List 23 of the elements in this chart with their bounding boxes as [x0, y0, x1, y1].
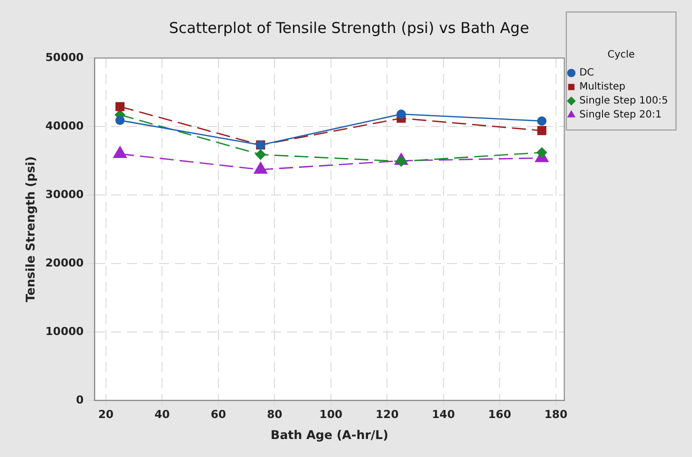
y-tick-label: 50000: [45, 50, 84, 64]
x-tick-label: 80: [266, 408, 283, 421]
y-tick-label: 0: [76, 393, 84, 406]
x-tick-label: 120: [376, 408, 399, 421]
chart-title: Scatterplot of Tensile Strength (psi) vs Bath Age: [168, 18, 530, 37]
legend-label: Multistep: [579, 82, 626, 93]
x-tick-label: 20: [98, 408, 114, 421]
x-axis-title: Bath Age (A-hr/L): [270, 428, 388, 442]
x-tick-label: 60: [210, 408, 226, 421]
legend-label: Single Step 20:1: [579, 110, 662, 121]
y-tick-label: 30000: [45, 188, 84, 201]
x-tick-label: 140: [432, 408, 456, 421]
x-tick-label: 40: [154, 408, 170, 421]
y-tick-label: 20000: [45, 256, 84, 270]
y-tick-label: 10000: [45, 324, 84, 338]
legend-label: Single Step 100:5: [579, 96, 668, 107]
legend-label: DC: [579, 68, 594, 79]
y-tick-label: 40000: [45, 119, 84, 132]
x-tick-label: 160: [488, 408, 512, 421]
y-axis-title: Tensile Strength (psi): [23, 156, 38, 302]
x-tick-label: 100: [319, 408, 343, 421]
x-tick-label: 180: [544, 408, 568, 421]
legend-title: Cycle: [607, 50, 635, 61]
